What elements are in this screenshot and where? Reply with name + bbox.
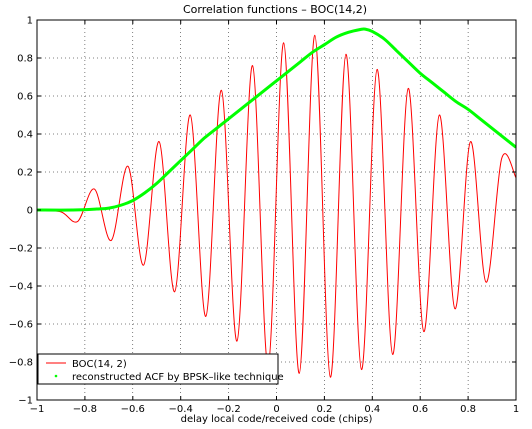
series-point-acf <box>491 127 493 130</box>
chart-title: Correlation functions – BOC(14,2) <box>183 3 367 16</box>
series-point-acf <box>443 91 445 93</box>
x-tick-label: 0 <box>273 404 279 415</box>
series-point-acf <box>467 108 469 111</box>
series-point-acf <box>251 99 254 101</box>
series-point-acf <box>227 118 230 120</box>
legend-swatch-acf <box>54 374 58 378</box>
series-point-acf <box>395 49 398 52</box>
y-tick-label: −0.2 <box>9 244 33 255</box>
y-tick-label: −1 <box>18 396 33 407</box>
series-point-acf <box>455 100 457 103</box>
x-tick-label: 0.6 <box>412 404 428 415</box>
series-point-acf <box>347 31 350 34</box>
series-point-acf <box>383 38 386 40</box>
series-point-acf <box>155 182 158 185</box>
series-1 <box>37 27 516 212</box>
series-point-acf <box>191 148 194 150</box>
series-point-acf <box>287 70 290 73</box>
series-point-acf <box>275 80 278 82</box>
x-tick-label: −1 <box>30 404 45 415</box>
series-point-acf <box>132 199 134 202</box>
series-point-acf <box>179 159 182 162</box>
y-tick-label: 1 <box>27 16 33 27</box>
series-point-acf <box>239 108 242 111</box>
series-point-acf <box>479 118 481 120</box>
y-tick-label: 0 <box>27 206 33 217</box>
series-point-acf <box>431 81 433 84</box>
series-point-acf <box>203 137 206 139</box>
x-tick-label: −0.2 <box>216 404 240 415</box>
y-tick-label: −0.8 <box>9 358 33 369</box>
series-point-acf <box>299 61 302 63</box>
ticks: −1 −0.8 −0.6 −0.4 −0.2 0 0.2 0.4 0.6 0.8 1 −1 −0.8 −0… <box>9 16 519 416</box>
series-point-acf <box>335 36 338 38</box>
x-tick-label: 0.4 <box>364 404 380 415</box>
series-point-acf <box>323 43 326 46</box>
series-point-acf <box>215 127 218 130</box>
y-tick-label: 0.2 <box>17 168 33 179</box>
legend-label-boc: BOC(14, 2) <box>72 359 127 370</box>
x-tick-label: −0.4 <box>169 404 193 415</box>
x-axis-title: delay local code/received code (chips) <box>181 414 373 425</box>
series-0 <box>37 34 516 378</box>
grid <box>36 19 517 401</box>
series-point-acf <box>407 61 410 63</box>
series-point-acf <box>167 171 170 173</box>
x-tick-label: 1 <box>513 404 519 415</box>
x-tick-label: 0.8 <box>460 404 476 415</box>
series-line-boc <box>37 34 516 378</box>
series-point-acf <box>96 208 98 210</box>
y-tick-label: −0.4 <box>9 282 33 293</box>
series-point-acf <box>364 28 366 30</box>
series-layer <box>37 27 516 378</box>
series-point-acf <box>108 207 110 209</box>
legend: BOC(14, 2) reconstructed ACF by BPSK–lik… <box>37 353 284 385</box>
y-tick-label: −0.6 <box>9 320 33 331</box>
y-tick-label: 0.4 <box>17 130 33 141</box>
series-point-acf <box>143 192 146 194</box>
series-point-acf <box>120 204 122 207</box>
y-tick-label: 0.6 <box>17 92 33 103</box>
legend-label-acf: reconstructed ACF by BPSK–like technique <box>72 372 284 383</box>
series-point-acf <box>72 209 74 211</box>
x-tick-label: −0.8 <box>73 404 97 415</box>
x-tick-label: −0.6 <box>121 404 145 415</box>
x-tick-label: 0.2 <box>316 404 332 415</box>
y-tick-label: 0.8 <box>17 54 33 65</box>
legend-box <box>37 353 279 385</box>
series-point-acf <box>419 72 422 74</box>
series-point-acf <box>371 30 374 33</box>
series-point-acf <box>359 28 362 31</box>
series-point-acf <box>263 89 266 92</box>
series-point-acf <box>503 137 505 139</box>
series-point-acf <box>311 51 314 54</box>
